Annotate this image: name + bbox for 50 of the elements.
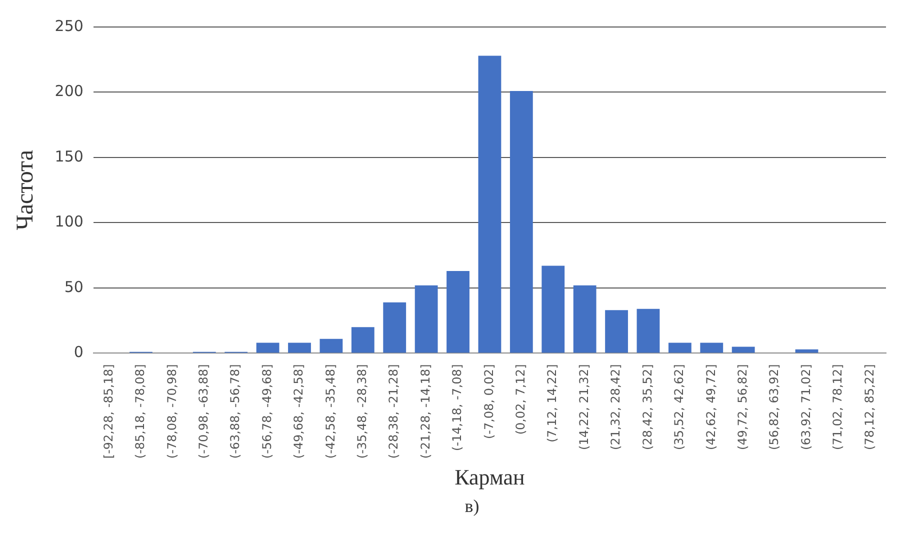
x-tick-label: (-42,58, -35,48]: [323, 364, 338, 459]
x-tick-label: (14,22, 21,32]: [576, 364, 591, 450]
bar: [414, 285, 438, 353]
y-axis-title: Частота: [12, 150, 39, 230]
y-tick-label: 200: [54, 82, 84, 100]
bar: [288, 342, 311, 353]
bar: [256, 342, 280, 353]
bar: [700, 342, 724, 353]
bar: [351, 327, 374, 353]
text: в): [464, 496, 480, 517]
x-tick-label: (-85,18, -78,08]: [133, 364, 148, 459]
y-tick-label: 0: [74, 343, 84, 362]
bar: [605, 310, 628, 353]
y-tick-label: 250: [54, 16, 84, 35]
x-tick-label: (-35,48, -28,38]: [355, 364, 370, 459]
x-tick-label: (0,02, 7,12]: [514, 364, 528, 435]
x-tick-label: (56,82, 63,92]: [767, 364, 782, 450]
bar: [320, 338, 343, 353]
x-tick-label: (-14,18, -7,08]: [450, 364, 464, 451]
bar: [478, 56, 502, 353]
x-tick-label: (78,12, 85,22]: [862, 364, 876, 450]
x-tick-label: (-21,28, -14,18]: [418, 364, 432, 459]
bar: [383, 302, 406, 353]
x-tick-label: (49,72, 56,82]: [735, 364, 750, 450]
bar: [668, 342, 692, 353]
x-tick-label: (42,62, 49,72]: [704, 364, 718, 450]
bar: [732, 346, 755, 353]
x-tick-label: (21,32, 28,42]: [608, 364, 623, 450]
x-tick-label: (35,52, 42,62]: [672, 364, 686, 450]
x-tick-label: (-49,68, -42,58]: [292, 364, 306, 459]
x-tick-label: (-7,08, 0,02]: [482, 364, 496, 440]
x-tick-label: (63,92, 71,02]: [798, 364, 813, 450]
x-tick-label: (28,42, 35,52]: [640, 364, 654, 450]
y-tick-label: 50: [64, 278, 84, 296]
x-tick-label: [-92,28, -85,18]: [101, 364, 116, 459]
y-tick-label: 150: [54, 147, 84, 166]
bar: [542, 266, 565, 353]
x-tick-label: (-28,38, -21,28]: [386, 364, 401, 459]
x-tick-label: (-78,08, -70,98]: [164, 364, 179, 459]
x-tick-label: (-70,98, -63,88]: [196, 364, 211, 459]
bar: [636, 308, 660, 353]
x-tick-label: (-56,78, -49,68]: [260, 364, 274, 459]
x-tick-label: (-63,88, -56,78]: [228, 364, 242, 459]
y-tick-label: 100: [54, 212, 84, 231]
bar: [446, 271, 470, 353]
x-tick-label: (7,12, 14,22]: [545, 364, 560, 442]
bar: [573, 285, 596, 353]
bar: [510, 90, 533, 353]
x-tick-label: (71,02, 78,12]: [830, 364, 845, 450]
x-axis-title: Карман: [454, 464, 526, 490]
